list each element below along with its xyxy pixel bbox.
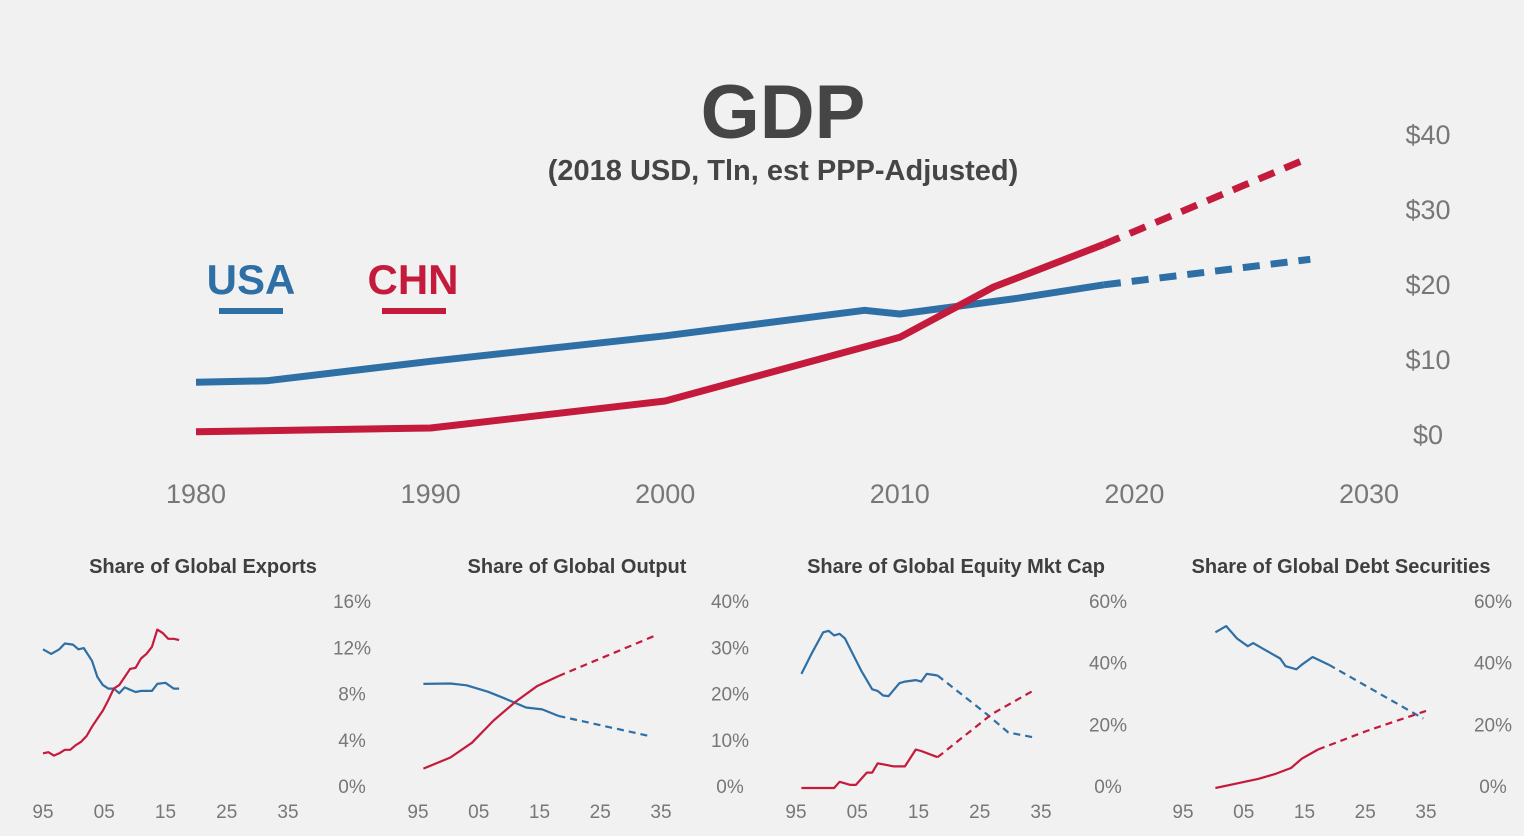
main-x-tick-2000: 2000 (635, 479, 695, 509)
small-2-y-tick-10: 10% (711, 731, 749, 752)
small-4-y-tick-0: 0% (1479, 777, 1507, 798)
small-3-series-usa-projection (936, 674, 1036, 739)
small-4-x-tick-95: 95 (1172, 802, 1193, 823)
main-x-tick-2020: 2020 (1104, 479, 1164, 509)
small-chart-share-of-global-exports: Share of Global Exports 95 05 15 25 35 0% 4% 8% 1… (32, 556, 371, 823)
legend: USA CHN (207, 256, 459, 314)
small-3-y-tick-20: 20% (1089, 715, 1127, 736)
small-chart-title: Share of Global Exports (89, 556, 317, 578)
small-multiples: Share of Global Exports 95 05 15 25 35 0% 4% 8% 1… (32, 556, 1512, 823)
small-2-y-tick-30: 30% (711, 638, 749, 659)
small-4-y-tick-20: 20% (1474, 715, 1512, 736)
small-3-y-tick-0: 0% (1094, 777, 1122, 798)
legend-entry-chn: CHN (368, 256, 459, 314)
small-2-y-tick-0: 0% (716, 777, 744, 798)
main-chart-subtitle: (2018 USD, Tln, est PPP-Adjusted) (548, 155, 1019, 187)
small-2-series-chn-line (422, 675, 559, 770)
main-gdp-chart: 1980 1990 2000 2010 2020 2030 $0 $10 $20 $30 $40 (166, 120, 1451, 509)
small-4-y-tick-40: 40% (1474, 654, 1512, 675)
main-y-tick-30: $30 (1405, 195, 1450, 225)
legend-swatch-chn (382, 308, 446, 314)
small-3-x-tick-35: 35 (1030, 802, 1051, 823)
small-chart-title: Share of Global Output (468, 556, 687, 578)
small-4-x-tick-05: 05 (1233, 802, 1254, 823)
small-2-y-tick-20: 20% (711, 685, 749, 706)
small-2-x-tick-05: 05 (468, 802, 489, 823)
main-series-chn-line (195, 241, 1106, 436)
small-1-y-tick-16: 16% (333, 592, 371, 613)
small-2-x-tick-25: 25 (590, 802, 611, 823)
small-chart-share-of-global-debt-securities: Share of Global Debt Securities 95 05 15 25 3… (1172, 556, 1512, 823)
small-2-series-usa-line (423, 682, 559, 717)
legend-label-usa: USA (207, 256, 296, 303)
small-4-y-tick-60: 60% (1474, 592, 1512, 613)
small-4-series-chn-projection (1317, 709, 1427, 751)
small-4-x-tick-25: 25 (1355, 802, 1376, 823)
small-1-y-tick-12: 12% (333, 638, 371, 659)
main-series-usa-projection (1103, 255, 1311, 289)
small-2-x-tick-95: 95 (407, 802, 428, 823)
legend-entry-usa: USA (207, 256, 296, 314)
small-4-series-usa-projection (1328, 663, 1424, 720)
small-1-series-chn-line (42, 628, 180, 757)
small-chart-title: Share of Global Equity Mkt Cap (807, 556, 1105, 578)
legend-label-chn: CHN (368, 256, 459, 303)
small-1-y-tick-8: 8% (338, 685, 366, 706)
main-y-tick-0: $0 (1413, 420, 1443, 450)
main-x-tick-2010: 2010 (870, 479, 930, 509)
main-y-tick-40: $40 (1405, 120, 1450, 150)
small-1-x-tick-35: 35 (277, 802, 298, 823)
small-2-y-tick-40: 40% (711, 592, 749, 613)
small-4-series-chn-line (1215, 748, 1319, 790)
small-3-series-chn-projection (936, 688, 1037, 759)
main-series-chn-projection (1102, 154, 1312, 248)
small-1-x-tick-95: 95 (32, 802, 53, 823)
small-3-series-usa-line (800, 629, 938, 698)
small-3-x-tick-25: 25 (969, 802, 990, 823)
small-chart-title: Share of Global Debt Securities (1192, 556, 1491, 578)
small-1-y-tick-4: 4% (338, 731, 366, 752)
small-3-y-tick-40: 40% (1089, 654, 1127, 675)
small-1-x-tick-05: 05 (94, 802, 115, 823)
main-x-tick-1990: 1990 (401, 479, 461, 509)
small-1-series-usa-line (42, 642, 180, 695)
main-x-tick-2030: 2030 (1339, 479, 1399, 509)
main-x-tick-1980: 1980 (166, 479, 226, 509)
small-4-x-tick-35: 35 (1415, 802, 1436, 823)
small-chart-share-of-global-equity-mkt-cap: Share of Global Equity Mkt Cap 95 05 15 25 35… (785, 556, 1127, 823)
small-4-series-usa-line (1214, 624, 1330, 671)
small-3-series-chn-line (801, 748, 938, 790)
small-2-x-tick-35: 35 (650, 802, 671, 823)
small-chart-share-of-global-output: Share of Global Output 95 05 15 25 35 0% 10% 20%… (407, 556, 749, 823)
small-2-x-tick-15: 15 (529, 802, 550, 823)
small-3-x-tick-05: 05 (847, 802, 868, 823)
small-3-x-tick-95: 95 (785, 802, 806, 823)
main-y-tick-10: $10 (1405, 345, 1450, 375)
small-2-series-chn-projection (557, 634, 657, 678)
main-y-tick-20: $20 (1405, 270, 1450, 300)
small-3-y-tick-60: 60% (1089, 592, 1127, 613)
small-4-x-tick-15: 15 (1294, 802, 1315, 823)
legend-swatch-usa (219, 308, 283, 314)
small-1-x-tick-15: 15 (155, 802, 176, 823)
small-1-y-tick-0: 0% (338, 777, 366, 798)
small-1-x-tick-25: 25 (216, 802, 237, 823)
small-3-x-tick-15: 15 (908, 802, 929, 823)
small-2-series-usa-projection (558, 714, 651, 738)
main-chart-title: GDP (701, 70, 866, 155)
main-series-usa-line (195, 281, 1105, 386)
